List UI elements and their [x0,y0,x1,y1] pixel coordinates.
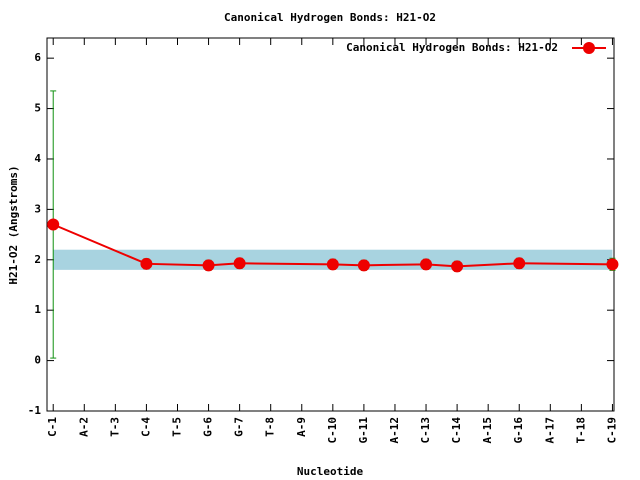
x-tick-label: C-14 [450,417,463,444]
y-tick-label: 2 [34,253,41,266]
x-tick-label: A-17 [543,417,556,444]
marker [357,259,370,272]
x-tick-label: C-10 [326,417,339,444]
x-tick-label: C-1 [46,417,59,437]
marker [47,218,60,231]
x-tick-label: G-6 [202,417,215,437]
x-tick-label: C-19 [605,417,618,444]
x-tick-label: A-12 [388,417,401,444]
y-tick-label: 5 [34,102,41,115]
x-tick-label: G-7 [233,417,246,437]
y-tick-label: 1 [34,303,41,316]
legend-label: Canonical Hydrogen Bonds: H21-O2 [346,41,558,54]
y-tick-label: -1 [28,404,42,417]
x-tick-label: T-18 [574,417,587,444]
marker [451,260,464,273]
legend-marker [583,42,595,54]
marker [513,257,526,270]
marker [202,259,215,272]
x-tick-label: A-9 [295,417,308,437]
marker [140,257,153,270]
x-tick-label: G-16 [512,417,525,444]
y-tick-label: 4 [34,152,41,165]
marker [326,258,339,271]
marker [606,258,619,271]
y-tick-label: 6 [34,51,41,64]
x-tick-label: A-15 [481,417,494,444]
x-axis-label: Nucleotide [297,465,364,478]
x-tick-label: A-2 [77,417,90,437]
chart-title: Canonical Hydrogen Bonds: H21-O2 [224,11,436,24]
x-tick-label: C-13 [419,417,432,444]
y-axis-label: H21-O2 (Angstroms) [7,165,20,284]
x-tick-label: T-8 [264,417,277,437]
x-tick-label: T-3 [108,417,121,437]
plot-frame [46,37,615,412]
x-tick-label: C-4 [139,417,152,437]
marker [233,257,246,270]
x-tick-label: T-5 [170,417,183,437]
y-tick-label: 0 [34,354,41,367]
y-tick-label: 3 [34,202,41,215]
marker [420,258,433,271]
series-line [52,223,613,268]
x-tick-label: G-11 [357,417,370,444]
